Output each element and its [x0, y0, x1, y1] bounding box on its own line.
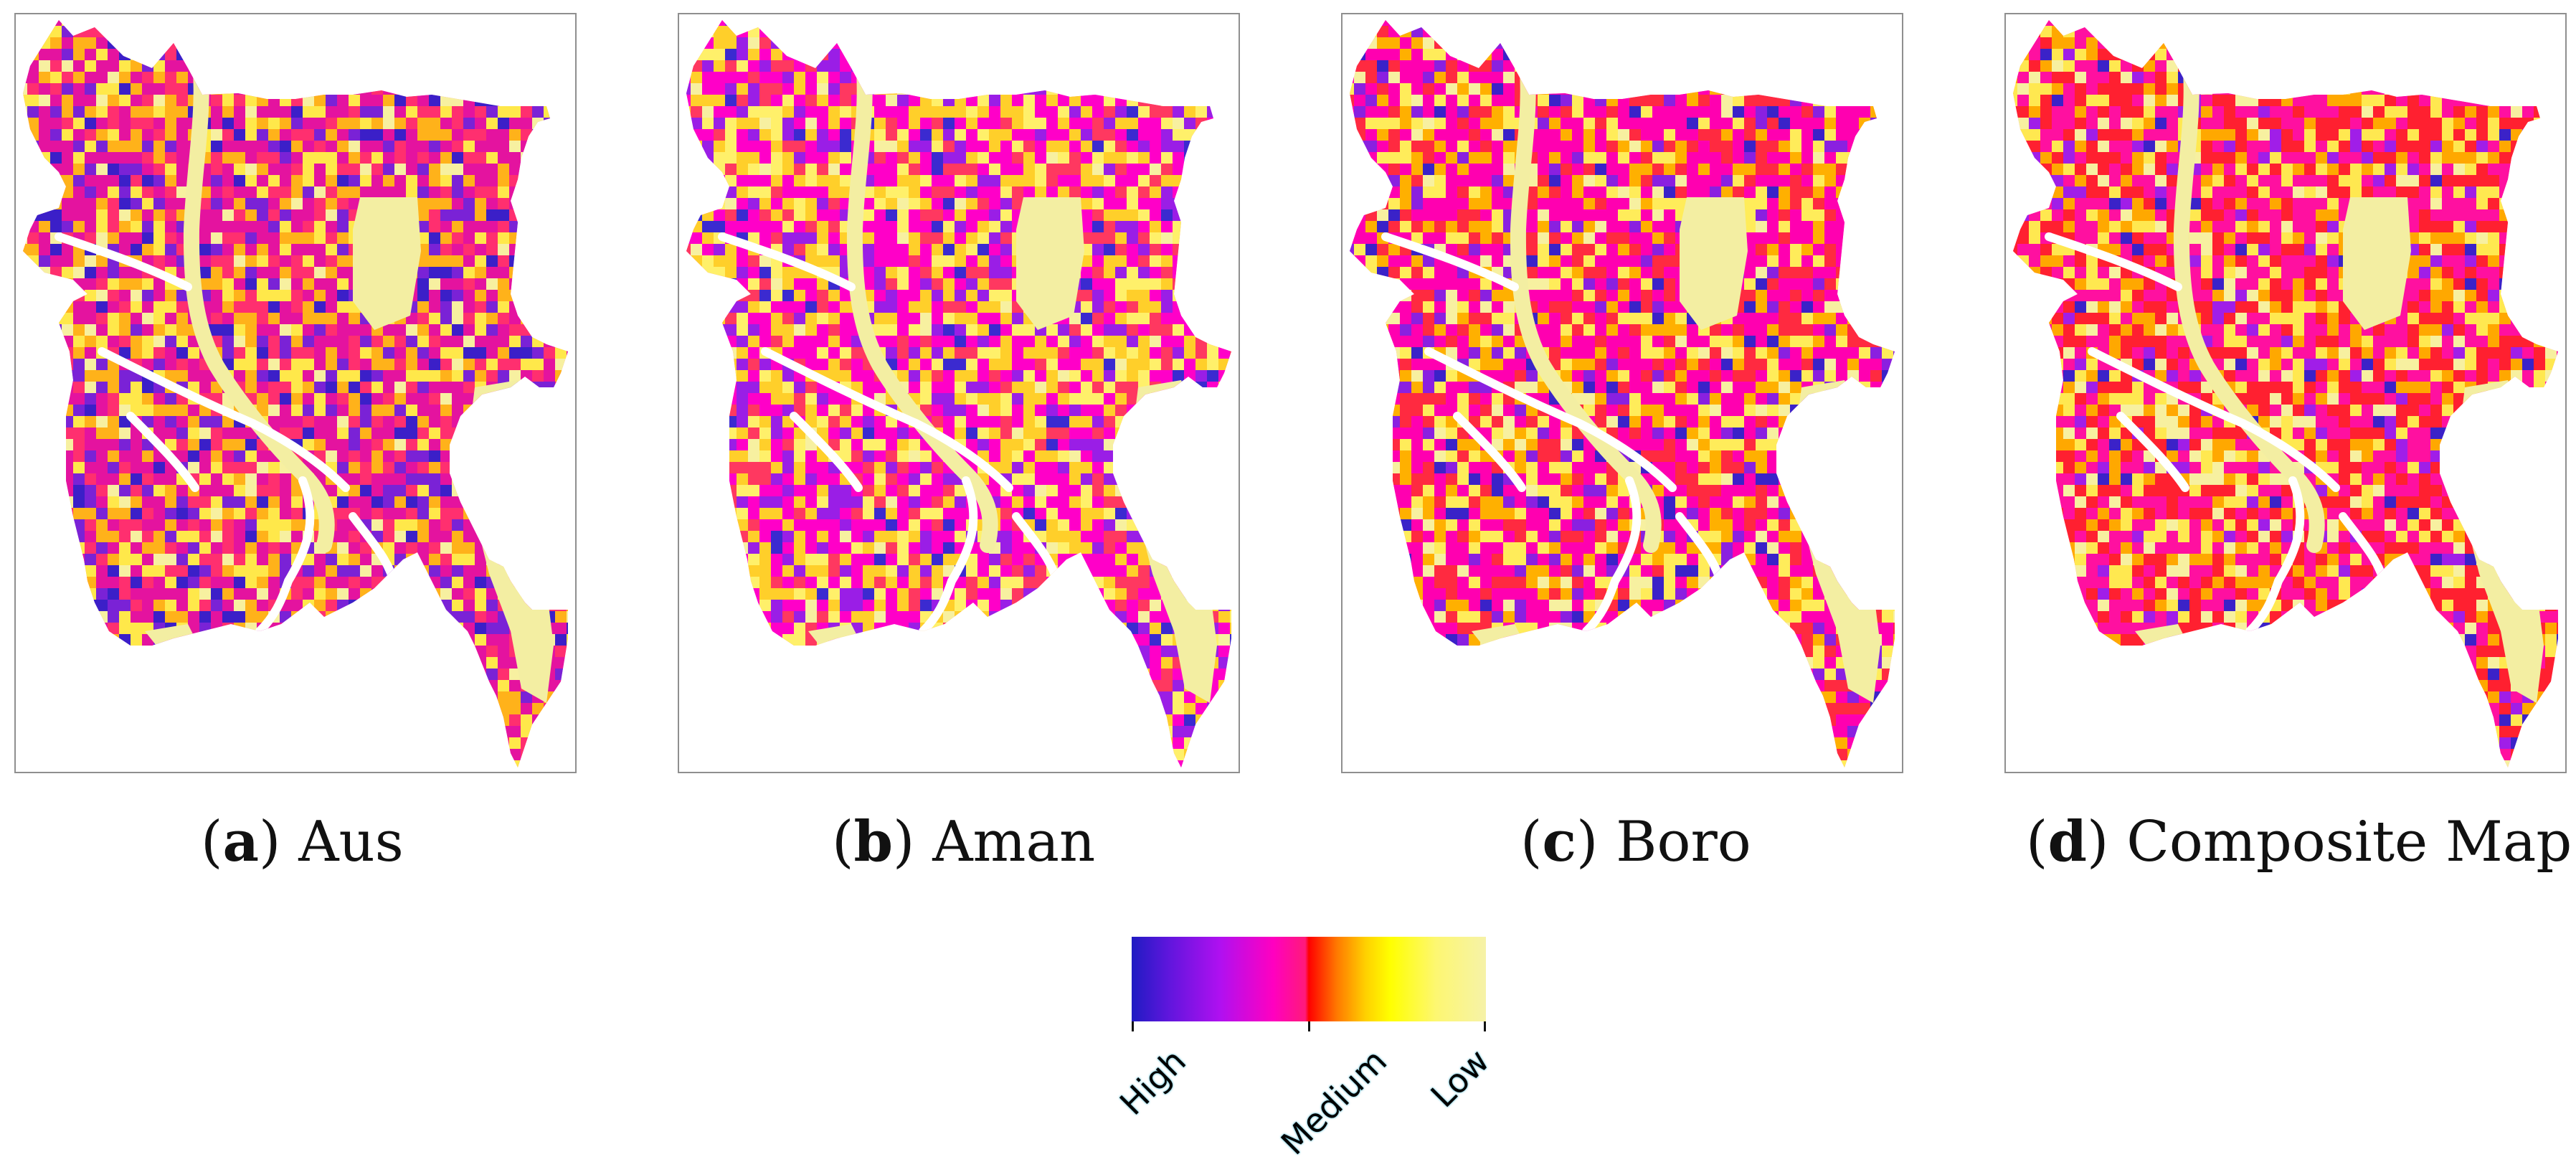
caption-letter: c [1542, 809, 1576, 874]
low-suitability-zone-2 [808, 624, 858, 649]
caption-title: Boro [1616, 810, 1751, 874]
low-suitability-zone-0 [353, 197, 421, 330]
river-0 [846, 64, 998, 553]
caption-boro: (c) Boro [1520, 809, 1751, 874]
river-3 [2245, 476, 2305, 636]
map-panel-boro [1341, 13, 1903, 773]
river-1 [55, 232, 192, 291]
low-suitability-zone-0 [1680, 197, 1748, 330]
suitability-map-boro [1350, 20, 1895, 767]
river-5 [790, 412, 863, 492]
caption-title: Composite Map [2126, 810, 2572, 874]
river-1 [1381, 232, 1519, 291]
river-1 [2045, 232, 2182, 291]
river-0 [2173, 64, 2325, 553]
suitability-map-aus [23, 20, 568, 767]
low-suitability-zone-0 [2343, 197, 2411, 330]
legend-tick-medium [1308, 1021, 1310, 1031]
river-2 [2088, 347, 2340, 492]
low-suitability-zone-2 [1472, 624, 1522, 649]
river-5 [2116, 412, 2189, 492]
caption-aus: (a) Aus [201, 809, 404, 874]
caption-aman: (b) Aman [832, 809, 1096, 874]
river-1 [718, 232, 856, 291]
caption-letter: a [222, 809, 259, 874]
legend-tick-low [1484, 1021, 1486, 1031]
suitability-map-aman [686, 20, 1231, 767]
suitability-map-composite [2013, 20, 2558, 767]
map-panel-aus [14, 13, 577, 773]
low-suitability-zone-0 [1016, 197, 1084, 330]
caption-letter: d [2047, 809, 2087, 874]
river-2 [1424, 347, 1677, 492]
river-3 [1582, 476, 1642, 636]
color-scale-legend [1132, 937, 1486, 1021]
river-5 [1453, 412, 1526, 492]
raster-cells [23, 20, 568, 767]
caption-letter: b [853, 809, 893, 874]
caption-composite: (d) Composite Map [2026, 809, 2572, 874]
river-0 [183, 64, 335, 553]
river-2 [761, 347, 1013, 492]
caption-title: Aus [298, 810, 404, 874]
raster-cells [2013, 20, 2558, 767]
river-3 [919, 476, 978, 636]
low-suitability-zone-2 [145, 624, 195, 649]
legend-tick-high [1132, 1021, 1134, 1031]
legend-label-medium: Medium [1273, 1041, 1395, 1162]
map-panel-aman [678, 13, 1240, 773]
map-panel-composite [2004, 13, 2567, 773]
legend-label-high: High [1112, 1041, 1193, 1123]
river-5 [126, 412, 199, 492]
river-2 [98, 347, 350, 492]
caption-title: Aman [932, 810, 1096, 874]
legend-label-low: Low [1423, 1041, 1497, 1115]
river-3 [255, 476, 315, 636]
low-suitability-zone-2 [2135, 624, 2185, 649]
river-0 [1510, 64, 1662, 553]
raster-cells [686, 20, 1231, 767]
raster-cells [1350, 20, 1895, 767]
